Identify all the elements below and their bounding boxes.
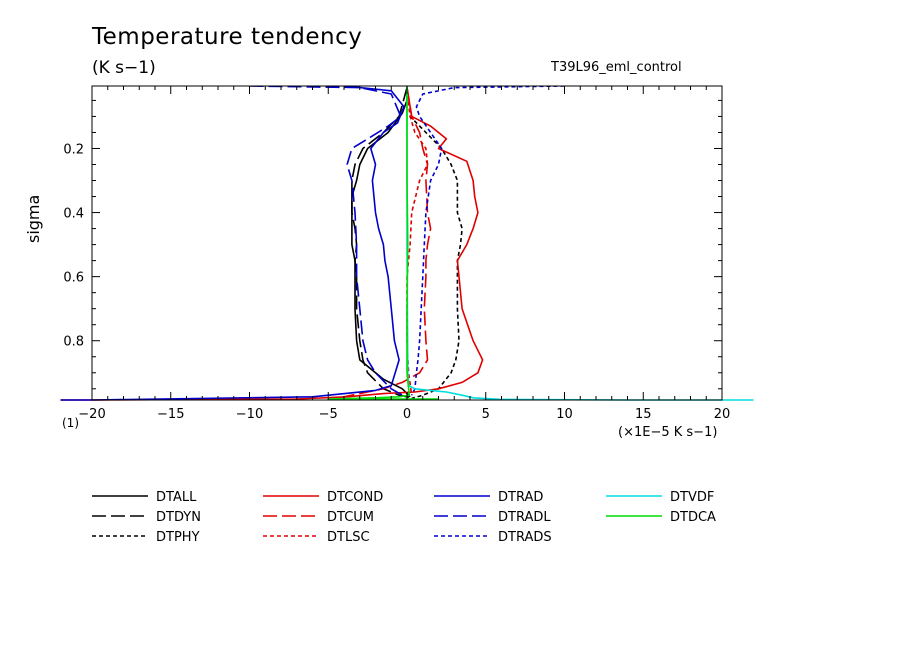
legend-label-dtradl: DTRADL xyxy=(498,510,551,525)
x-tick-label: 15 xyxy=(635,407,652,422)
x-axis-units: (×1E−5 K s−1) xyxy=(618,425,718,440)
legend-label-dtrads: DTRADS xyxy=(498,530,552,545)
footnote-label: (1) xyxy=(62,416,79,430)
legend-label-dtdyn: DTDYN xyxy=(156,510,201,525)
x-tick-label: −10 xyxy=(236,407,263,422)
x-tick-label: −20 xyxy=(78,407,105,422)
x-tick-label: 0 xyxy=(403,407,411,422)
series-dtdyn xyxy=(351,87,416,400)
legend-label-dtcond: DTCOND xyxy=(327,490,383,505)
legend-label-dtcum: DTCUM xyxy=(327,510,374,525)
y-tick-label: 0.4 xyxy=(63,207,84,222)
legend-label-dtdca: DTDCA xyxy=(670,510,716,525)
units-label: (K s−1) xyxy=(92,58,156,78)
x-tick-label: 5 xyxy=(482,407,490,422)
series-dtlsc xyxy=(406,87,429,396)
series-dtrad xyxy=(60,86,405,401)
legend-label-dtvdf: DTVDF xyxy=(670,490,714,505)
series-dtvdf xyxy=(406,87,754,401)
y-tick-label: 0.6 xyxy=(63,271,84,286)
x-tick-label: 10 xyxy=(556,407,573,422)
legend-label-dtrad: DTRAD xyxy=(498,490,543,505)
series-dtcond xyxy=(60,87,484,401)
legend-label-dtphy: DTPHY xyxy=(156,530,200,545)
series-dtall xyxy=(351,87,411,398)
axes-layer: −20 −15 −10 −5 0 5 10 15 20 0.2 0.4 0.6 0.8 xyxy=(63,86,730,422)
legend-label-dtall: DTALL xyxy=(156,490,197,505)
y-tick-label: 0.8 xyxy=(63,335,84,350)
chart-title: Temperature tendency xyxy=(92,24,363,50)
series-layer xyxy=(60,86,754,401)
series-dtphy xyxy=(406,87,463,400)
run-label: T39L96_eml_control xyxy=(551,60,682,75)
series-dtradl xyxy=(249,86,403,396)
x-tick-label: 20 xyxy=(714,407,731,422)
x-tick-label: −15 xyxy=(157,407,184,422)
x-tick-label: −5 xyxy=(319,407,338,422)
legend: DTALL DTDYN DTPHY DTCOND DTCUM DTLSC DTRAD DTRA… xyxy=(92,490,716,545)
y-tick-label: 0.2 xyxy=(63,142,84,157)
legend-label-dtlsc: DTLSC xyxy=(327,530,370,545)
series-dtrads xyxy=(410,86,565,396)
